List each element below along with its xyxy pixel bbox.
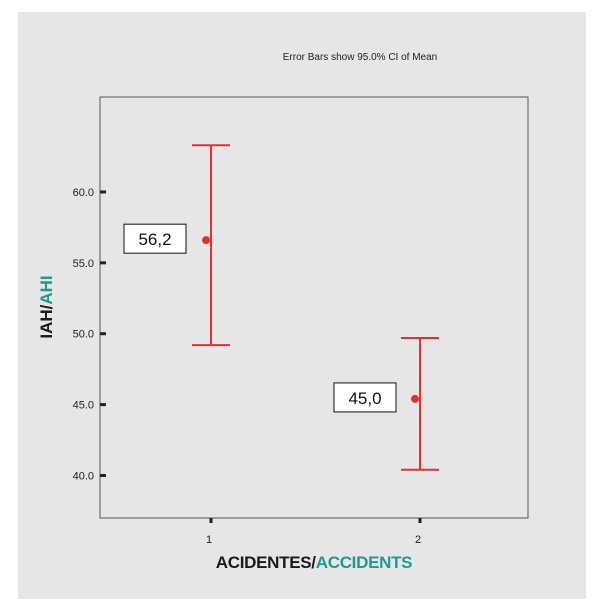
y-tick-label: 45.0 bbox=[73, 400, 94, 412]
mean-point bbox=[202, 236, 210, 245]
y-tick-label: 50.0 bbox=[73, 329, 94, 341]
mean-point bbox=[411, 394, 419, 403]
data-label-box bbox=[333, 382, 397, 413]
x-tick-label: 2 bbox=[415, 534, 421, 546]
x-axis-label: ACIDENTES/ACCIDENTS bbox=[100, 553, 528, 573]
y-tick-label: 55.0 bbox=[73, 258, 94, 270]
y-axis-label-part2: AHI bbox=[37, 275, 56, 305]
y-tick-label: 60.0 bbox=[73, 187, 94, 199]
data-label: 45,0 bbox=[348, 389, 381, 408]
chart-note: Error Bars show 95.0% CI of Mean bbox=[282, 52, 438, 63]
y-tick-label: 40.0 bbox=[73, 470, 94, 482]
x-axis-label-part1: ACIDENTES/ bbox=[215, 553, 316, 572]
x-axis-label-part2: ACCIDENTS bbox=[315, 553, 413, 572]
y-axis-label: IAH/AHI bbox=[37, 262, 57, 352]
data-label: 56,2 bbox=[138, 230, 171, 249]
data-label-box bbox=[123, 223, 187, 254]
plot-frame bbox=[99, 96, 529, 519]
y-axis-label-part1: IAH/ bbox=[37, 304, 56, 339]
x-tick-label: 1 bbox=[206, 534, 212, 546]
